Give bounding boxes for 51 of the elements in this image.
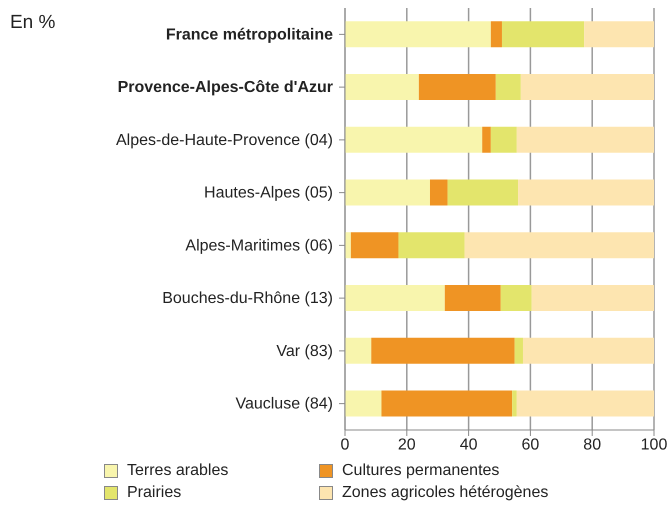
y-tick-label: Vaucluse (84) xyxy=(235,396,333,413)
y-tick-label: Alpes-Maritimes (06) xyxy=(185,237,333,254)
bar xyxy=(500,284,532,311)
bar xyxy=(371,338,515,364)
bar xyxy=(522,338,654,364)
y-tick-label: Bouches-du-Rhône (13) xyxy=(162,290,333,308)
y-tick-label: Hautes-Alpes (05) xyxy=(204,184,333,202)
bar xyxy=(490,126,517,153)
bar xyxy=(482,126,491,153)
bar xyxy=(398,232,465,258)
legend-label: Terres arables xyxy=(127,462,228,480)
x-tick-label: 20 xyxy=(398,436,416,454)
bar xyxy=(512,390,517,416)
bar xyxy=(514,338,523,364)
x-tick-label: 40 xyxy=(460,436,478,454)
bar xyxy=(502,21,584,48)
bar xyxy=(345,74,419,100)
legend-label: Zones agricoles hétérogènes xyxy=(342,484,548,502)
legend-label: Prairies xyxy=(127,484,182,502)
legend-label: Cultures permanentes xyxy=(342,462,500,480)
bar xyxy=(516,390,654,416)
x-tick-label: 60 xyxy=(522,436,540,454)
bar xyxy=(345,21,491,48)
bar xyxy=(584,21,654,48)
text: En % xyxy=(10,12,56,34)
bar xyxy=(430,179,448,206)
bar xyxy=(448,179,518,206)
bar xyxy=(496,74,521,100)
y-tick-label: France métropolitaine xyxy=(166,26,334,44)
bar xyxy=(350,232,398,258)
bar xyxy=(518,179,654,206)
bar xyxy=(444,284,501,311)
bar xyxy=(490,21,502,48)
bar xyxy=(345,284,445,311)
bar xyxy=(345,338,372,364)
bar xyxy=(516,126,654,153)
bar xyxy=(532,284,654,311)
bar xyxy=(345,390,382,416)
y-tick-label: Provence-Alpes-Côte d'Azur xyxy=(118,79,333,96)
bar xyxy=(520,74,654,100)
bar xyxy=(345,232,351,258)
x-tick-label: 100 xyxy=(640,436,668,454)
bar xyxy=(345,126,482,153)
bar xyxy=(381,390,512,416)
x-tick-label: 0 xyxy=(340,436,350,454)
x-tick-label: 80 xyxy=(583,436,602,454)
bar xyxy=(418,74,496,100)
bar xyxy=(345,179,430,206)
y-tick-label: Alpes-de-Haute-Provence (04) xyxy=(116,132,333,149)
y-tick-label: Var (83) xyxy=(276,342,333,360)
bar xyxy=(464,232,654,258)
